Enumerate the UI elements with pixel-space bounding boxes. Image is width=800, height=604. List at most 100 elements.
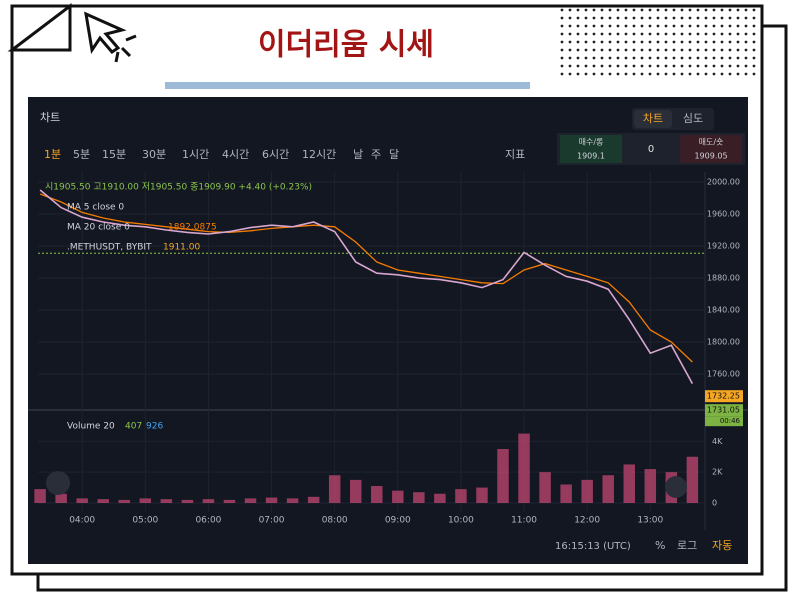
tab[interactable]: 심도 xyxy=(683,112,703,125)
panel-title: 차트 xyxy=(40,111,60,124)
x-tick-label: 11:00 xyxy=(511,516,537,526)
x-tick-label: 08:00 xyxy=(322,516,348,526)
auto-toggle[interactable]: 자동 xyxy=(712,539,732,552)
volume-value: 407 xyxy=(125,422,142,432)
volume-bar xyxy=(434,493,446,503)
volume-bar xyxy=(497,449,509,503)
y-tick-label: 2000.00 xyxy=(707,178,740,187)
y-tick-label: 1920.00 xyxy=(707,242,740,251)
y-tick-label: 1880.00 xyxy=(707,274,740,283)
volume-bar xyxy=(181,499,194,503)
logo-button[interactable] xyxy=(46,471,70,495)
percent-toggle[interactable]: % xyxy=(655,539,665,552)
volume-bar xyxy=(34,489,46,503)
ma20-legend: MA 20 close 0 xyxy=(67,223,130,233)
plot: 04:00 05:00 06:00 07:00 08:00 09:00 10:00 11:00… xyxy=(28,172,748,530)
buy-label: 매수/롱 xyxy=(579,138,604,147)
sell-price: 1909.05 xyxy=(694,152,727,161)
x-tick-label: 05:00 xyxy=(132,516,158,526)
x-tick-label: 04:00 xyxy=(69,516,95,526)
interval[interactable]: 4시간 xyxy=(222,148,249,161)
order-size: 0 xyxy=(648,144,654,155)
interval[interactable]: 15분 xyxy=(102,148,126,161)
volume-bar xyxy=(349,479,362,503)
volume-bar xyxy=(307,496,320,503)
y-tick-label: 0 xyxy=(712,499,717,508)
log-toggle[interactable]: 로그 xyxy=(677,539,697,552)
volume-value: 926 xyxy=(146,422,163,432)
x-tick-label: 07:00 xyxy=(259,516,285,526)
volume-bar xyxy=(539,472,551,503)
volume-bar xyxy=(644,469,657,503)
interval[interactable]: 1시간 xyxy=(182,148,209,161)
volume-bar xyxy=(286,498,299,503)
tab[interactable]: 차트 xyxy=(643,112,663,125)
volume-bar xyxy=(455,489,467,503)
countdown-tag xyxy=(705,416,743,427)
volume-bar xyxy=(560,484,572,503)
scroll-button[interactable] xyxy=(665,476,687,498)
price-line xyxy=(39,189,694,384)
indicator-button[interactable]: 지표 xyxy=(505,148,525,161)
y-tick-label: 4K xyxy=(712,437,723,446)
page-title: 이더리움 시세 xyxy=(258,28,434,63)
price-tag-label: 1731.05 xyxy=(707,406,740,415)
interval[interactable]: 12시간 xyxy=(302,148,336,161)
volume-bar xyxy=(160,499,173,503)
ma5-legend: MA 5 close 0 xyxy=(67,203,124,213)
y-tick-label: 1840.00 xyxy=(707,306,740,315)
x-tick-label: 09:00 xyxy=(385,516,411,526)
price-tag xyxy=(705,404,743,417)
tab-active xyxy=(634,110,672,128)
dot-pattern xyxy=(560,8,760,80)
countdown: 00:46 xyxy=(720,417,741,425)
volume-legend: Volume 20 xyxy=(67,422,115,432)
y-tick-label: 1800.00 xyxy=(707,338,740,347)
interval[interactable]: 5분 xyxy=(73,148,90,161)
volume-bar xyxy=(55,493,67,503)
interval[interactable]: 1분 xyxy=(44,148,61,161)
cursor-icon xyxy=(84,11,137,63)
volume-bar xyxy=(371,486,383,503)
sell-button[interactable] xyxy=(680,135,742,163)
x-tick-label: 10:00 xyxy=(448,516,474,526)
buy-button[interactable] xyxy=(560,135,622,163)
interval[interactable]: 날 xyxy=(353,148,363,161)
volume-bar xyxy=(202,499,215,503)
volume-bar xyxy=(223,499,236,503)
volume-bar xyxy=(476,487,488,503)
volume-bar xyxy=(76,498,88,503)
buy-price: 1909.1 xyxy=(577,152,605,161)
x-tick-label: 12:00 xyxy=(574,516,600,526)
volume-bar xyxy=(413,492,425,503)
x-tick-label: 13:00 xyxy=(637,516,663,526)
volume-bar xyxy=(392,490,404,503)
volume-bar xyxy=(581,479,593,503)
price-tag xyxy=(705,390,743,403)
interval[interactable]: 6시간 xyxy=(262,148,289,161)
page-fold xyxy=(7,2,72,52)
volume-bar xyxy=(244,498,257,503)
mark-value: 1911.00 xyxy=(163,243,200,253)
sell-label: 매도/숏 xyxy=(699,138,724,147)
clock: 16:15:13 (UTC) xyxy=(555,541,631,552)
interval-bar: 1분 5분 15분 30분 1시간 4시간 6시간 12시간 날 주 달 xyxy=(44,148,399,161)
y-tick-label: 1760.00 xyxy=(707,370,740,379)
volume-bar xyxy=(139,498,152,503)
volume-bar xyxy=(623,464,635,503)
volume-bar xyxy=(328,475,341,503)
interval[interactable]: 30분 xyxy=(142,148,166,161)
price-tag-label: 1732.25 xyxy=(707,392,740,401)
chart-panel xyxy=(28,97,748,564)
x-tick-label: 06:00 xyxy=(195,516,221,526)
ohlc-legend: 시1905.50 고1910.00 저1905.50 종1909.90 +4.4… xyxy=(45,182,312,193)
interval[interactable]: 주 xyxy=(371,148,381,161)
ma20-value: 1892.0875 xyxy=(168,223,217,233)
ma20-line xyxy=(39,193,693,363)
y-tick-label: 2K xyxy=(712,468,723,477)
volume-bar xyxy=(97,499,109,503)
y-tick-label: 1960.00 xyxy=(707,210,740,219)
interval[interactable]: 달 xyxy=(389,148,399,161)
title-underline xyxy=(165,82,530,89)
